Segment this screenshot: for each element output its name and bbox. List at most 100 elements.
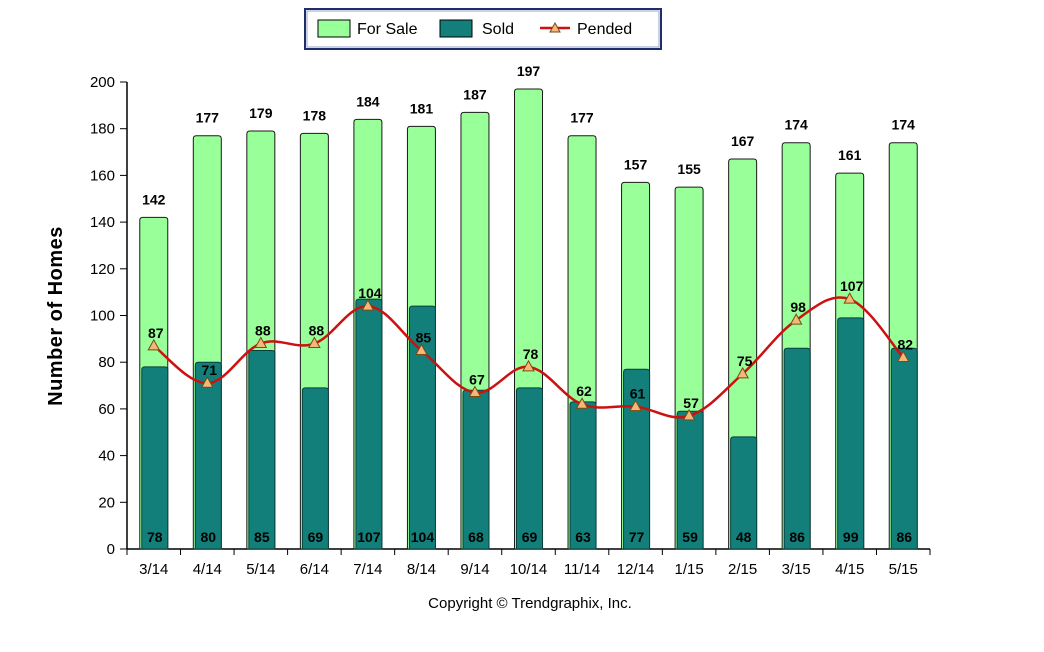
- y-tick-label: 180: [90, 121, 115, 138]
- legend-label-for-sale: For Sale: [357, 21, 418, 38]
- for-sale-value-label: 177: [196, 110, 220, 126]
- y-tick-label: 20: [98, 494, 115, 511]
- pended-value-label: 78: [523, 346, 539, 362]
- y-tick-label: 160: [90, 167, 115, 184]
- y-tick-label: 200: [90, 74, 115, 91]
- x-tick-label: 1/15: [674, 561, 703, 578]
- sold-bar: [783, 347, 811, 550]
- pended-value-label: 82: [897, 337, 913, 353]
- sold-bar: [837, 317, 865, 550]
- sold-value-label: 63: [575, 529, 591, 545]
- sold-value-label: 77: [629, 529, 645, 545]
- pended-value-label: 71: [202, 362, 218, 378]
- sold-value-label: 99: [843, 529, 859, 545]
- pended-marker: [415, 343, 428, 356]
- pended-value-label: 62: [576, 383, 592, 399]
- sold-value-label: 59: [682, 529, 698, 545]
- sold-value-label: 86: [896, 529, 912, 545]
- x-tick-label: 6/14: [300, 561, 329, 578]
- sold-value-label: 85: [254, 529, 270, 545]
- for-sale-value-label: 178: [303, 107, 327, 123]
- for-sale-value-label: 181: [410, 100, 434, 116]
- pended-marker: [254, 336, 268, 349]
- for-sale-value-label: 142: [142, 191, 166, 207]
- pended-value-label: 88: [309, 323, 325, 339]
- x-tick-label: 3/15: [782, 561, 811, 578]
- for-sale-value-label: 179: [249, 105, 273, 121]
- pended-value-label: 67: [469, 372, 485, 388]
- sold-bar: [408, 305, 436, 550]
- pended-value-label: 61: [630, 386, 646, 402]
- x-tick-label: 3/14: [139, 561, 168, 578]
- pended-marker: [200, 376, 214, 388]
- y-tick-label: 60: [98, 401, 115, 418]
- for-sale-value-label: 157: [624, 156, 648, 172]
- pended-value-label: 85: [416, 330, 432, 346]
- sold-value-label: 80: [201, 529, 217, 545]
- y-tick-label: 80: [98, 354, 115, 371]
- x-tick-label: 7/14: [353, 561, 382, 578]
- sold-bar: [141, 366, 169, 550]
- sold-value-label: 78: [147, 529, 163, 545]
- pended-marker: [896, 350, 910, 363]
- pended-value-label: 75: [737, 353, 753, 369]
- pended-marker: [522, 359, 535, 372]
- pended-marker: [682, 408, 696, 421]
- x-tick-label: 5/14: [246, 561, 275, 578]
- x-tick-label: 4/15: [835, 561, 864, 578]
- for-sale-value-label: 174: [784, 117, 808, 133]
- x-tick-label: 2/15: [728, 561, 757, 578]
- pended-marker: [789, 313, 803, 325]
- x-tick-label: 10/14: [510, 561, 548, 578]
- pended-marker: [843, 292, 857, 304]
- pended-value-label: 57: [683, 395, 699, 411]
- sold-value-label: 69: [522, 529, 538, 545]
- pended-value-label: 98: [790, 299, 806, 315]
- sold-bar: [569, 401, 597, 550]
- y-tick-label: 40: [98, 448, 115, 465]
- sold-value-label: 107: [357, 529, 381, 545]
- pended-marker: [361, 299, 375, 311]
- sold-value-label: 104: [411, 529, 435, 545]
- sold-bar: [462, 389, 490, 550]
- y-tick-label: 0: [107, 541, 115, 558]
- sold-value-label: 68: [468, 529, 484, 545]
- legend-label-sold: Sold: [482, 21, 514, 38]
- plot-area: 0 20 40 60 80 100 120 140 160 180 200 3/14 4/14 5/14 6…: [90, 63, 931, 578]
- x-tick-label: 12/14: [617, 561, 655, 578]
- sold-value-label: 69: [308, 529, 324, 545]
- pended-value-label: 107: [840, 278, 864, 294]
- pended-value-label: 104: [358, 285, 382, 301]
- pended-marker: [629, 399, 642, 412]
- sold-bar: [248, 350, 276, 550]
- for-sale-value-label: 187: [463, 86, 487, 102]
- pended-value-label: 88: [255, 323, 271, 339]
- sold-bar: [516, 387, 543, 550]
- sold-value-label: 48: [736, 529, 752, 545]
- x-tick-label: 5/15: [889, 561, 918, 578]
- y-axis-title: Number of Homes: [45, 226, 67, 406]
- copyright-text: Copyright © Trendgraphix, Inc.: [428, 595, 632, 612]
- pended-value-label: 87: [148, 325, 164, 341]
- y-tick-label: 120: [90, 261, 115, 278]
- sold-bar: [194, 361, 222, 550]
- for-sale-value-label: 174: [892, 117, 916, 133]
- sold-bar: [301, 387, 329, 550]
- sold-bar: [730, 436, 758, 550]
- sold-bar: [355, 298, 383, 550]
- y-tick-label: 140: [90, 214, 115, 231]
- x-tick-label: 11/14: [564, 561, 600, 578]
- legend: For Sale Sold Pended: [304, 8, 662, 50]
- for-sale-value-label: 161: [838, 147, 862, 163]
- pended-marker: [468, 385, 482, 398]
- legend-swatch-for-sale: [317, 19, 351, 38]
- sold-bar: [890, 347, 918, 550]
- x-tick-label: 4/14: [193, 561, 222, 578]
- for-sale-value-label: 177: [570, 110, 594, 126]
- for-sale-value-label: 197: [517, 63, 541, 79]
- y-tick-label: 100: [90, 308, 115, 325]
- sold-bar: [623, 368, 651, 550]
- x-tick-label: 9/14: [460, 561, 489, 578]
- sold-value-label: 86: [789, 529, 805, 545]
